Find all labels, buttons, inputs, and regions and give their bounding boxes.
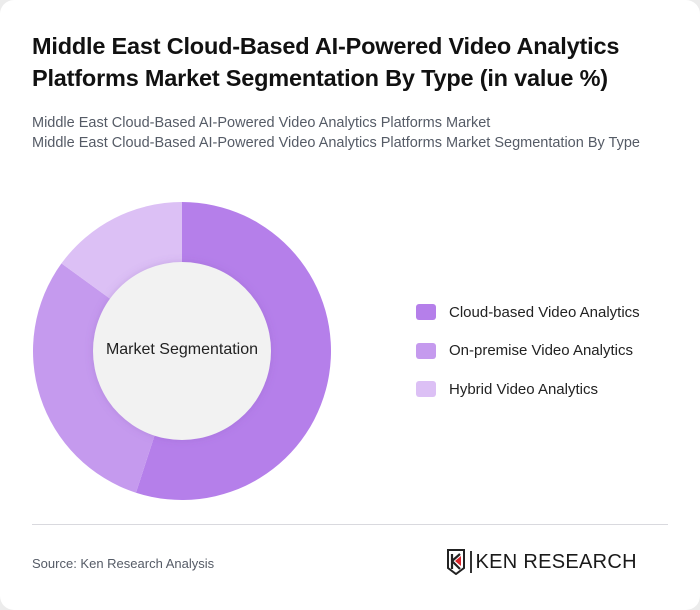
legend-item-hybrid[interactable]: Hybrid Video Analytics — [416, 379, 640, 399]
legend-item-on-premise[interactable]: On-premise Video Analytics — [416, 341, 640, 361]
chart-title: Middle East Cloud-Based AI-Powered Video… — [32, 33, 620, 91]
subtitle-line-2: Middle East Cloud-Based AI-Powered Video… — [32, 135, 640, 151]
chart-subtitle: Middle East Cloud-Based AI-Powered Video… — [32, 113, 672, 153]
legend-label: Hybrid Video Analytics — [449, 380, 598, 398]
donut-center-label: Market Segmentation — [105, 341, 259, 358]
chart-legend: Cloud-based Video Analytics On-premise V… — [416, 302, 640, 418]
source-note: Source: Ken Research Analysis — [32, 556, 215, 571]
legend-item-cloud[interactable]: Cloud-based Video Analytics — [416, 302, 640, 322]
legend-swatch-on-premise — [416, 342, 436, 359]
logo-text: KEN RESEARCH — [475, 550, 637, 573]
subtitle-line-1: Middle East Cloud-Based AI-Powered Video… — [32, 115, 491, 131]
ken-research-shield-icon — [447, 549, 465, 575]
legend-label: Cloud-based Video Analytics — [449, 303, 640, 321]
donut-hole — [93, 262, 271, 440]
footer-divider — [32, 524, 668, 525]
logo-separator — [470, 551, 472, 573]
donut-chart — [32, 202, 331, 501]
legend-swatch-hybrid — [416, 381, 436, 397]
legend-label: On-premise Video Analytics — [449, 342, 633, 359]
legend-swatch-cloud — [416, 304, 436, 320]
ken-research-logo: KEN RESEARCH — [446, 549, 637, 575]
